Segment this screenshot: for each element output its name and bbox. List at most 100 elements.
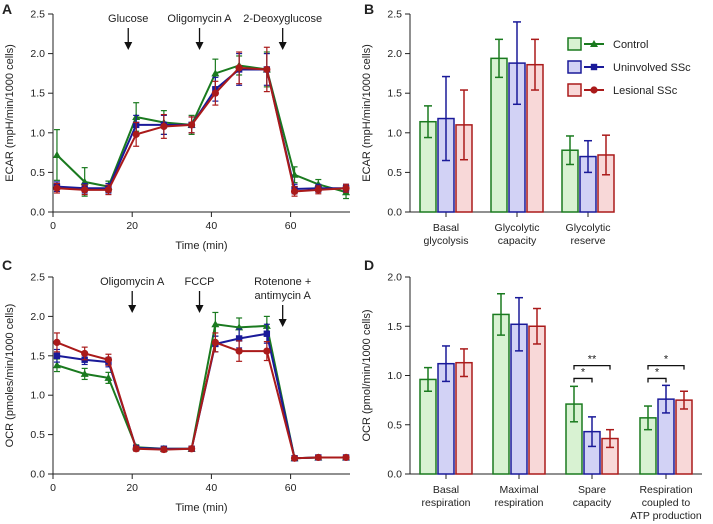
annotation-label: 2-Deoxyglucose xyxy=(243,13,322,25)
data-point xyxy=(104,373,113,381)
series-line xyxy=(56,66,347,193)
category-label: capacity xyxy=(498,235,537,247)
data-point xyxy=(342,453,350,462)
category-label: Basal xyxy=(433,222,459,234)
category-label: ATP production xyxy=(630,510,702,522)
y-tick-label: 2.0 xyxy=(387,272,402,284)
x-tick-label: 0 xyxy=(50,220,56,232)
data-point xyxy=(53,352,61,359)
category-label: coupled to xyxy=(642,497,691,509)
y-tick-label: 0.5 xyxy=(30,429,45,441)
data-point xyxy=(132,445,140,453)
y-tick-label: 0.5 xyxy=(387,419,402,431)
series-uninvolved-ssc xyxy=(53,52,350,195)
series-line xyxy=(56,323,347,460)
bar xyxy=(490,57,508,213)
significance-label: ** xyxy=(588,354,597,366)
significance-label: * xyxy=(655,366,660,378)
annotation-arrow-head xyxy=(124,42,133,50)
category-label: reserve xyxy=(570,235,605,247)
category-label: glycolysis xyxy=(424,235,469,247)
y-tick-label: 1.0 xyxy=(30,390,45,402)
bar xyxy=(419,378,437,475)
category-label: Glycolytic xyxy=(566,222,611,234)
significance-bracket xyxy=(573,365,611,370)
category-label: capacity xyxy=(573,497,612,509)
data-point xyxy=(188,445,196,453)
x-axis-title: Time (min) xyxy=(175,240,227,252)
x-tick-label: 20 xyxy=(126,220,138,232)
data-point xyxy=(211,320,220,328)
x-tick-label: 20 xyxy=(126,482,138,494)
data-point xyxy=(52,361,61,369)
data-point xyxy=(211,338,219,347)
data-point xyxy=(314,453,322,462)
data-point xyxy=(80,369,89,377)
series-lesional-ssc xyxy=(53,46,350,197)
data-point xyxy=(188,121,196,129)
y-tick-label: 2.0 xyxy=(30,311,45,323)
legend-marker xyxy=(590,86,598,94)
y-tick-label: 0.5 xyxy=(30,167,45,179)
y-tick-label: 2.5 xyxy=(387,9,402,21)
data-point xyxy=(235,335,243,342)
data-point xyxy=(81,186,89,194)
significance-bracket xyxy=(647,377,667,383)
annotation-arrow-head xyxy=(128,305,137,313)
legend-swatch xyxy=(567,60,582,74)
chart-root: 0.0 0.5 1.0 1.5 2.0 2.5 ECAR (mpH/min/1000 cel… xyxy=(4,9,702,522)
category-label: Maximal xyxy=(499,484,538,496)
data-point xyxy=(104,186,113,194)
data-point xyxy=(53,338,61,347)
annotation-arrow-head xyxy=(195,42,204,50)
annotation-label: antimycin A xyxy=(255,290,312,302)
legend-swatch xyxy=(567,83,582,97)
legend-label: Lesional SSc xyxy=(613,85,678,97)
data-point xyxy=(132,130,140,138)
annotation-label: Oligomycin A xyxy=(100,276,165,288)
y-tick-label: 2.5 xyxy=(30,9,45,21)
data-point xyxy=(263,347,271,355)
y-tick-label: 1.0 xyxy=(387,127,402,139)
category-label: Glycolytic xyxy=(495,222,540,234)
y-tick-label: 0.0 xyxy=(387,207,402,219)
annotation-arrow-head xyxy=(195,305,204,313)
y-tick-label: 2.5 xyxy=(30,272,45,284)
y-axis-title: ECAR (mpH/min/1000 cells) xyxy=(361,44,373,182)
category-label: Spare xyxy=(578,484,606,496)
data-point xyxy=(211,69,220,77)
annotation-label: Oligomycin A xyxy=(167,13,232,25)
panel-letter-d: D xyxy=(364,257,374,273)
panel-d: 0.0 0.5 1.0 1.5 2.0 OCR (pmol/min/1000 cells)… xyxy=(361,272,702,522)
category-label: respiration xyxy=(421,497,470,509)
legend-label: Uninvolved SSc xyxy=(613,62,691,74)
y-tick-label: 0.5 xyxy=(387,167,402,179)
y-tick-label: 0.0 xyxy=(30,207,45,219)
x-axis-title: Time (min) xyxy=(175,502,227,514)
significance-label: * xyxy=(581,366,586,378)
data-point xyxy=(235,64,243,72)
data-point xyxy=(342,184,350,192)
category-label: respiration xyxy=(494,497,543,509)
series-lesional-ssc xyxy=(53,332,350,462)
y-tick-label: 1.5 xyxy=(387,321,402,333)
bar xyxy=(455,361,473,475)
y-tick-label: 2.0 xyxy=(30,48,45,60)
data-point xyxy=(104,356,113,364)
legend-marker xyxy=(590,63,598,71)
data-point xyxy=(160,122,168,131)
panel-a: 0.0 0.5 1.0 1.5 2.0 2.5 ECAR (mpH/min/1000 cel… xyxy=(4,9,351,252)
data-point xyxy=(263,330,271,337)
y-axis-title: ECAR (mpH/min/1000 cells) xyxy=(4,44,16,182)
y-axis-title: OCR (pmol/min/1000 cells) xyxy=(361,309,373,441)
data-point xyxy=(263,65,271,74)
panel-letter-b: B xyxy=(364,1,374,17)
series-line xyxy=(56,68,347,191)
annotation-arrow-head xyxy=(278,42,287,50)
y-tick-label: 1.5 xyxy=(30,350,45,362)
y-axis-title: OCR (pmoles/min/1000 cells) xyxy=(4,304,16,448)
legend: Control Uninvolved SSc Lesional SSc xyxy=(567,37,691,97)
panel-letter-a: A xyxy=(2,1,12,17)
x-tick-label: 40 xyxy=(206,482,218,494)
